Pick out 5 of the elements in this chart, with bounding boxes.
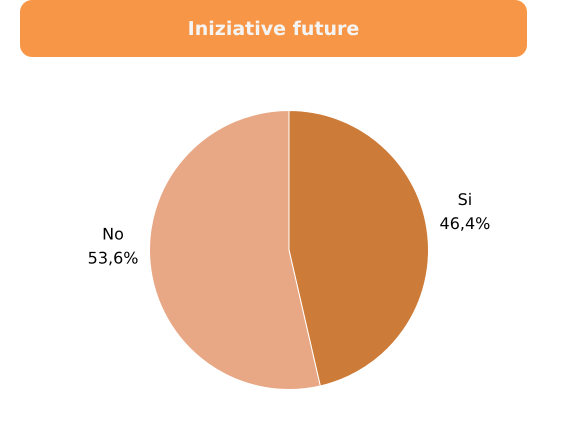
data-label: 46,4% bbox=[440, 214, 490, 234]
slice-label: Si bbox=[458, 190, 472, 210]
chart-title: Iniziative future bbox=[188, 18, 360, 40]
slice-label: No bbox=[102, 224, 124, 244]
data-label: 53,6% bbox=[88, 248, 138, 268]
